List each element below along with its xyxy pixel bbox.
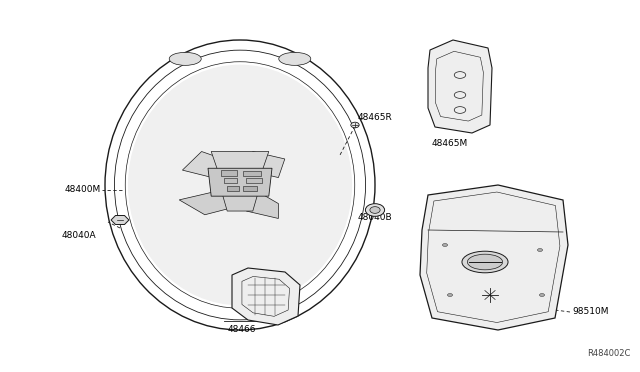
Polygon shape: [182, 151, 234, 181]
Polygon shape: [221, 189, 259, 211]
Text: 48040A: 48040A: [62, 231, 97, 240]
Ellipse shape: [447, 294, 452, 296]
Polygon shape: [211, 151, 269, 170]
Bar: [221, 170, 237, 176]
Ellipse shape: [351, 122, 359, 128]
Text: 98510M: 98510M: [572, 308, 609, 317]
Bar: [227, 186, 239, 190]
Bar: [243, 171, 261, 176]
Bar: [246, 177, 262, 183]
Text: 48400M: 48400M: [65, 186, 101, 195]
Text: 48465R: 48465R: [358, 113, 393, 122]
Text: 48465M: 48465M: [432, 138, 468, 148]
Ellipse shape: [538, 248, 543, 251]
Polygon shape: [420, 185, 568, 330]
Ellipse shape: [365, 204, 385, 217]
Polygon shape: [179, 189, 234, 215]
Polygon shape: [111, 215, 129, 225]
Ellipse shape: [370, 207, 380, 214]
Ellipse shape: [540, 294, 545, 296]
Polygon shape: [208, 168, 272, 196]
Text: R484002C: R484002C: [587, 349, 630, 358]
Text: 48040B: 48040B: [358, 214, 392, 222]
Bar: [224, 177, 237, 183]
Polygon shape: [232, 268, 300, 325]
Polygon shape: [246, 189, 278, 218]
Ellipse shape: [462, 251, 508, 273]
Ellipse shape: [467, 254, 502, 270]
Ellipse shape: [442, 244, 447, 247]
Ellipse shape: [128, 65, 352, 305]
Ellipse shape: [169, 52, 201, 65]
Polygon shape: [428, 40, 492, 133]
Polygon shape: [246, 151, 285, 177]
Ellipse shape: [279, 52, 311, 65]
Bar: [243, 186, 257, 190]
Text: 48466: 48466: [228, 326, 257, 334]
